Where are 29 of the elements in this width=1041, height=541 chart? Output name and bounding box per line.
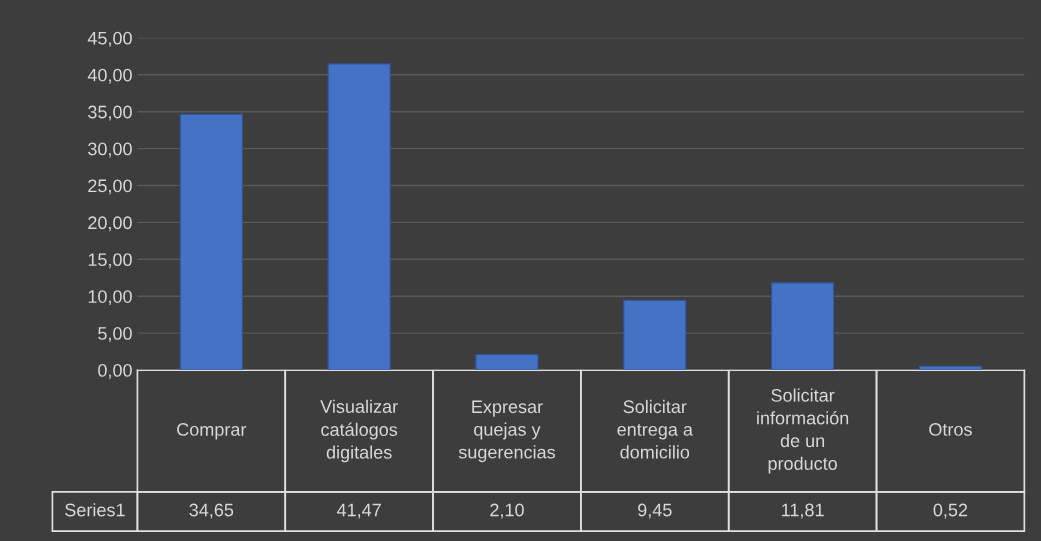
y-tick-label: 25,00 [88,179,132,195]
x-tick-label: Otros [929,423,972,436]
y-tick-label: 35,00 [88,105,132,121]
x-tick-label: Comprar [177,423,247,440]
data-label: 0,52 [933,503,968,519]
text: Series1 [65,503,125,517]
data-label: 41,47 [336,503,381,519]
y-tick-label: 45,00 [87,31,132,47]
x-tick-label: Solicitar entrega a domicilio [617,399,693,459]
x-tick-label: Solicitar información de un producto [757,388,849,474]
data-label: 11,81 [782,503,824,519]
data-label: 2,10 [490,503,524,519]
data-label: 34,65 [189,503,234,519]
bar [623,299,687,371]
y-tick-label: 30,00 [88,142,132,158]
y-tick-label: 40,00 [87,68,132,84]
x-tick-label: Visualizar catálogos digitales [320,399,398,463]
bar [179,113,243,371]
bar [475,353,539,371]
bar [327,63,391,371]
data-label: 9,45 [638,503,672,519]
y-tick-label: 5,00 [98,327,132,342]
bar [771,282,835,371]
x-tick-label: Expresar quejas y sugerencias [458,400,555,463]
y-tick-label: 15,00 [88,253,132,269]
y-tick-label: 0,00 [98,363,132,379]
y-tick-label: 10,00 [88,290,132,306]
y-tick-label: 20,00 [88,216,132,232]
bar [918,365,983,371]
